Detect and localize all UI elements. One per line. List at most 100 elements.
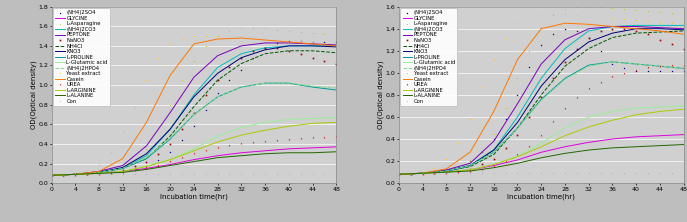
GLYCINE (237, 151, 245, 154)
GLYCINE (261, 149, 269, 152)
Con (668, 172, 676, 174)
L-ARGININE (214, 141, 222, 143)
NaNO3 (59, 173, 67, 176)
KNO3 (608, 32, 616, 34)
L-PROLINE (332, 89, 340, 91)
(NH4)2CO3 (308, 45, 317, 47)
L-Glutamic acid (655, 106, 664, 108)
(NH4)2CO3 (119, 167, 127, 170)
L-Glutamic acid (261, 121, 269, 124)
NaNO3 (502, 147, 510, 149)
L-PROLINE (442, 170, 451, 172)
NH4Cl (214, 79, 222, 81)
(NH4)2HPO4 (608, 60, 616, 63)
(NH4)2SO4 (237, 69, 245, 72)
(NH4)2SO4 (668, 69, 676, 72)
KNO3 (537, 85, 545, 87)
Con (454, 172, 462, 174)
L-ALANINE (561, 152, 569, 155)
PEPTONE (466, 162, 474, 165)
KNO3 (466, 164, 474, 167)
Con (83, 173, 91, 176)
L-Asparagine (59, 173, 67, 176)
GLYCINE (395, 173, 403, 176)
(NH4)2CO3 (442, 170, 451, 172)
UREA (407, 173, 415, 175)
(NH4)2HPO4 (395, 173, 403, 176)
(NH4)2SO4 (154, 158, 162, 161)
UREA (466, 170, 474, 172)
L-Asparagine (620, 8, 629, 10)
L-Asparagine (249, 27, 258, 30)
NaNO3 (237, 56, 245, 59)
Con (201, 173, 210, 176)
Casein (655, 30, 664, 32)
NaNO3 (249, 50, 258, 52)
L-ALANINE (442, 171, 451, 173)
NH4Cl (190, 105, 198, 108)
Casein (332, 45, 340, 47)
Con (502, 172, 510, 174)
L-ARGININE (142, 165, 150, 168)
L-ARGININE (632, 113, 640, 116)
(NH4)2HPO4 (284, 82, 293, 85)
UREA (502, 160, 510, 163)
(NH4)2CO3 (95, 171, 103, 174)
NaNO3 (154, 152, 162, 155)
GLYCINE (47, 174, 56, 177)
(NH4)2CO3 (466, 164, 474, 167)
UREA (526, 144, 534, 147)
L-Asparagine (632, 9, 640, 11)
L-ALANINE (418, 172, 427, 174)
L-Asparagine (47, 174, 56, 177)
GLYCINE (632, 135, 640, 138)
Yeast extract (526, 16, 534, 19)
(NH4)2HPO4 (237, 86, 245, 88)
PEPTONE (308, 43, 317, 45)
L-ALANINE (537, 157, 545, 159)
Con (249, 173, 258, 176)
(NH4)2SO4 (225, 79, 234, 81)
L-ARGININE (47, 174, 56, 177)
Yeast extract (201, 35, 210, 37)
Yeast extract (190, 35, 198, 37)
L-ALANINE (332, 151, 340, 153)
L-Asparagine (237, 27, 245, 30)
L-PROLINE (608, 60, 616, 63)
Yeast extract (142, 79, 150, 81)
L-Asparagine (119, 166, 127, 169)
KNO3 (308, 45, 317, 47)
(NH4)2SO4 (166, 151, 174, 153)
L-ARGININE (608, 119, 616, 122)
L-PROLINE (561, 77, 569, 80)
(NH4)2HPO4 (490, 151, 498, 154)
NaNO3 (549, 77, 557, 80)
KNO3 (284, 45, 293, 47)
Con (47, 174, 56, 177)
Casein (47, 174, 56, 177)
(NH4)2SO4 (655, 69, 664, 72)
Line: NaNO3: NaNO3 (398, 28, 684, 175)
UREA (644, 66, 652, 69)
(NH4)2CO3 (513, 116, 521, 118)
Line: NH4Cl: NH4Cl (52, 51, 336, 175)
L-ALANINE (655, 144, 664, 147)
NaNO3 (166, 143, 174, 145)
NH4Cl (679, 30, 687, 32)
Con (490, 172, 498, 174)
Casein (284, 41, 293, 43)
L-Asparagine (477, 151, 486, 154)
(NH4)2HPO4 (214, 95, 222, 98)
Line: (NH4)2CO3: (NH4)2CO3 (399, 25, 684, 174)
(NH4)2SO4 (201, 108, 210, 111)
PEPTONE (71, 173, 80, 176)
UREA (308, 136, 317, 138)
PEPTONE (261, 42, 269, 44)
Casein (142, 121, 150, 124)
KNO3 (490, 149, 498, 151)
L-ARGININE (119, 170, 127, 173)
UREA (142, 166, 150, 169)
L-Glutamic acid (284, 118, 293, 121)
(NH4)2CO3 (395, 173, 403, 176)
L-PROLINE (237, 86, 245, 88)
